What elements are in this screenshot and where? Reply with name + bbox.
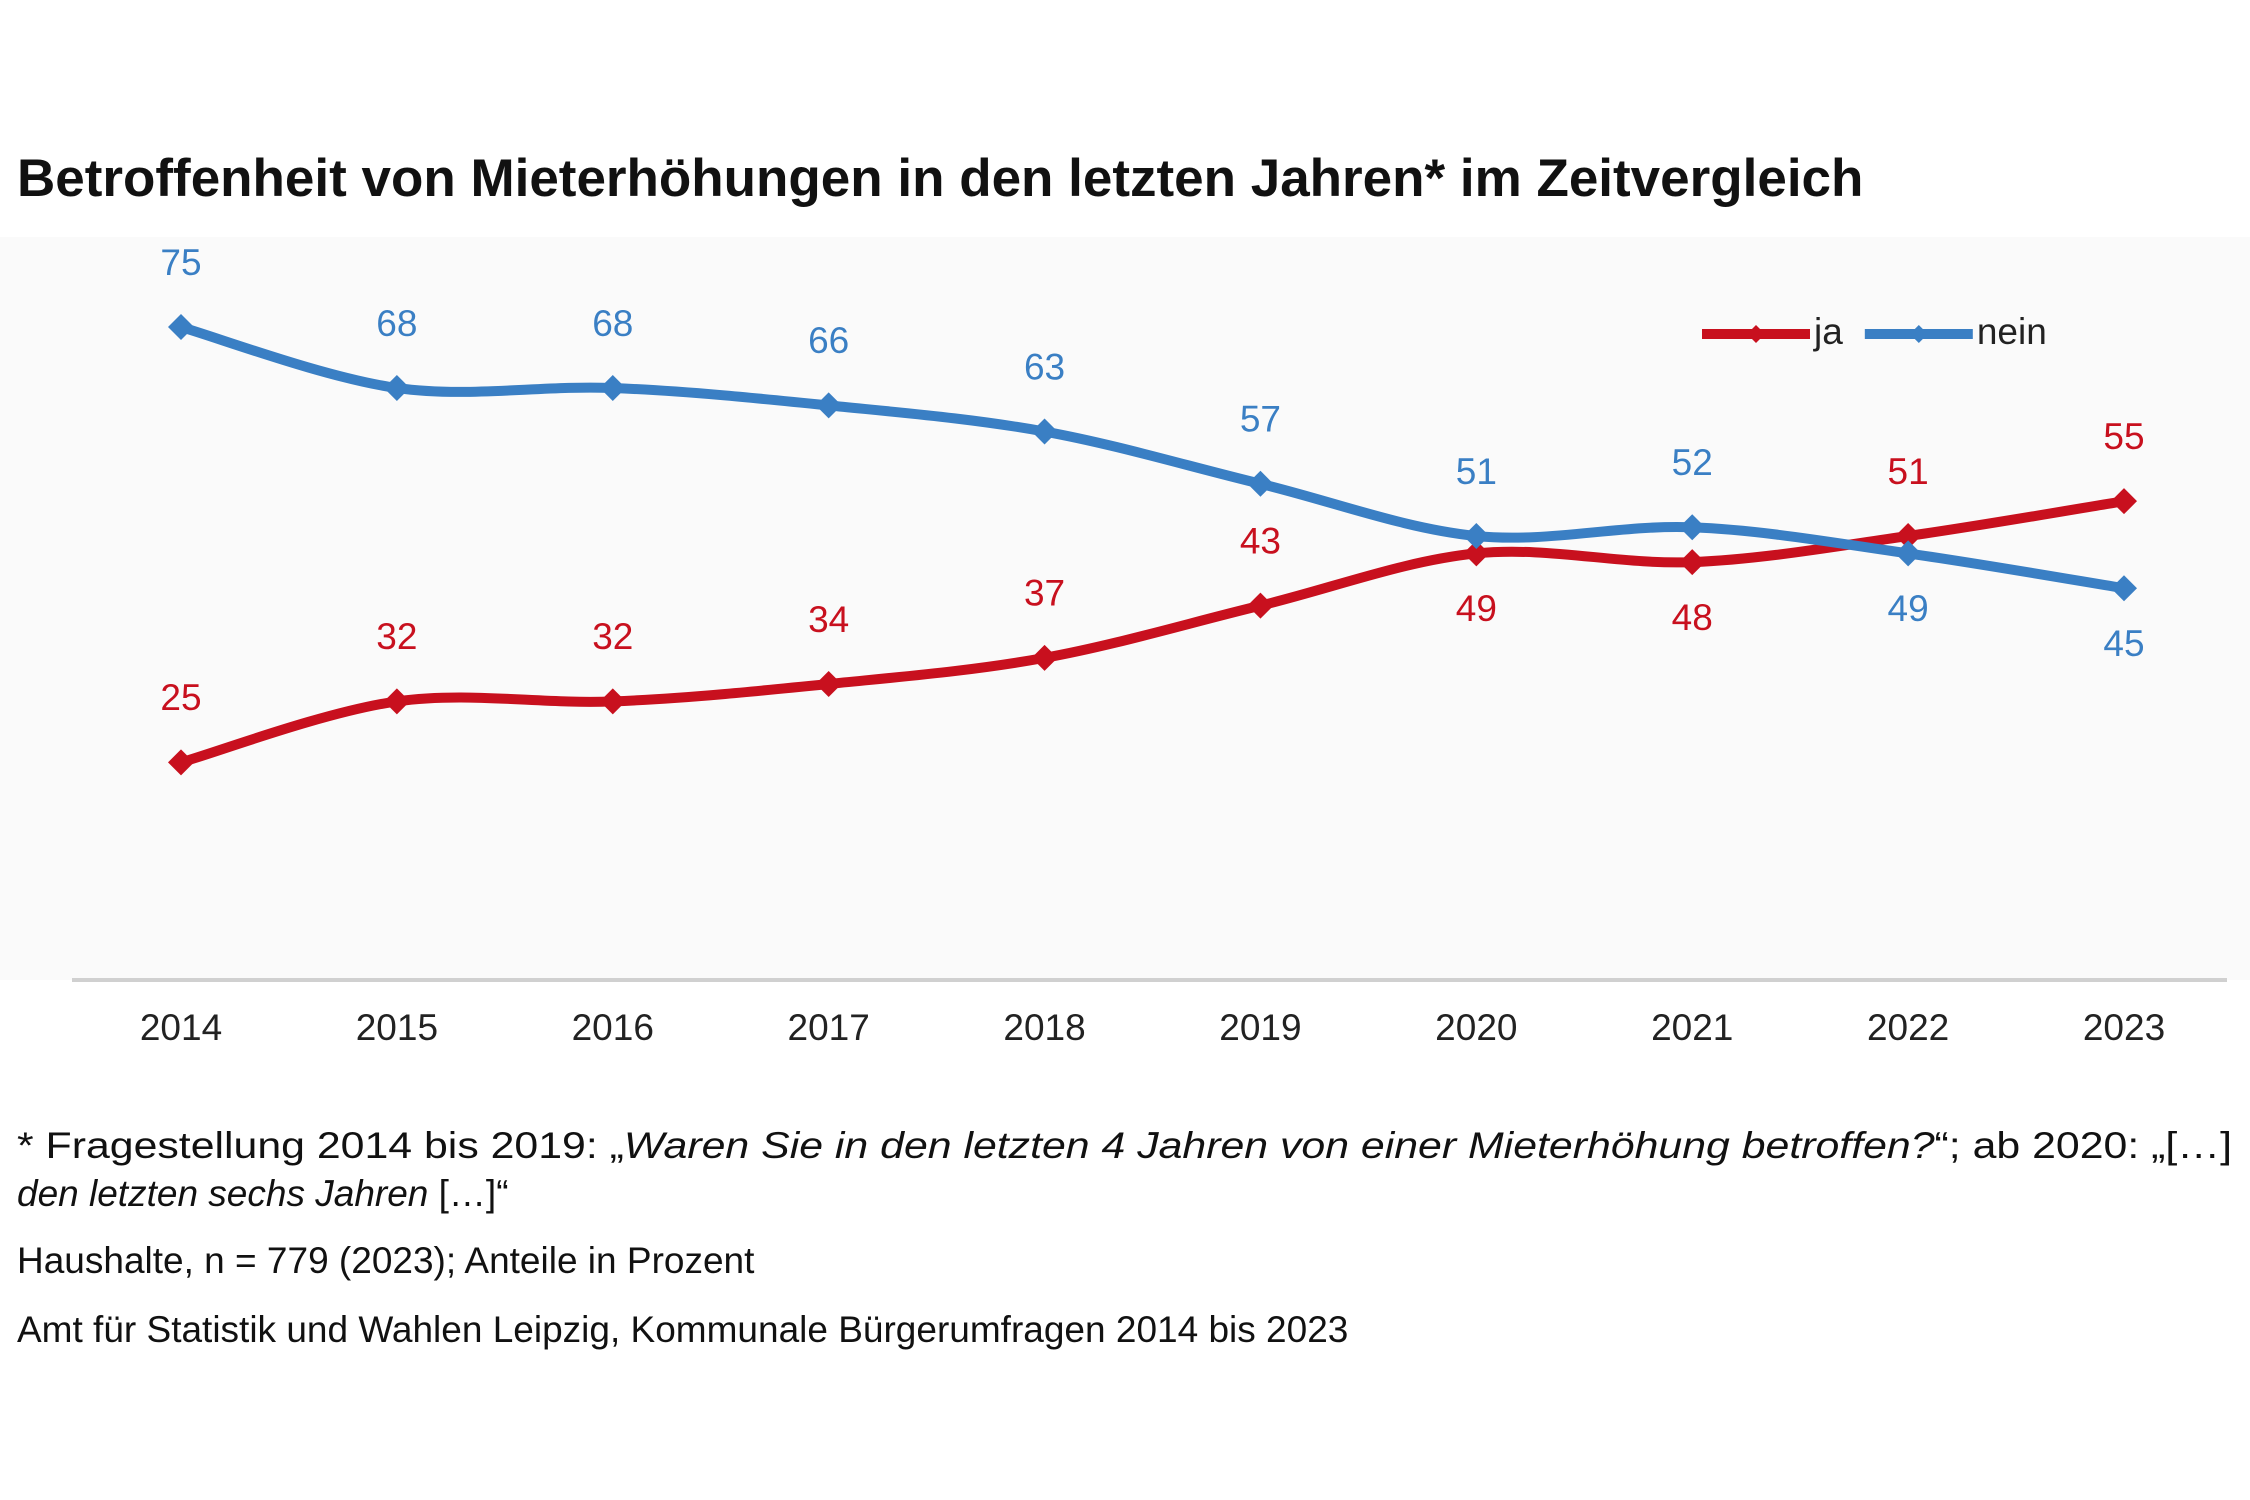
x-tick-label: 2020 [1435, 1007, 1517, 1048]
legend-label: ja [1813, 311, 1843, 352]
data-label: 55 [2103, 416, 2144, 457]
data-label: 49 [1456, 588, 1497, 629]
x-tick-label: 2023 [2083, 1007, 2165, 1048]
footnote-part: Amt für Statistik und Wahlen Leipzig, Ko… [17, 1309, 1348, 1350]
data-point [2111, 575, 2137, 602]
data-point [168, 314, 194, 341]
footnote: * Fragestellung 2014 bis 2019: „ Waren Si… [17, 1125, 2232, 1166]
data-point [1895, 540, 1922, 567]
data-label: 45 [2103, 623, 2144, 664]
x-tick-label: 2016 [572, 1007, 654, 1048]
x-tick-label: 2019 [1219, 1007, 1301, 1048]
x-tick-label: 2015 [356, 1007, 438, 1048]
footnote-part: “; ab 2020: „[…] [1935, 1125, 2232, 1166]
data-label: 51 [1888, 451, 1929, 492]
data-point [1247, 592, 1274, 619]
data-point [1679, 549, 1706, 576]
data-label: 49 [1888, 588, 1929, 629]
data-point [1679, 514, 1706, 541]
data-label: 68 [376, 303, 417, 344]
data-point [1031, 418, 1058, 445]
data-point [1247, 470, 1274, 497]
series-line [179, 496, 2125, 768]
x-tick-label: 2021 [1651, 1007, 1733, 1048]
data-label: 25 [160, 677, 201, 718]
footnote-part: den letzten sechs Jahren [17, 1173, 428, 1214]
data-point [1031, 644, 1058, 671]
data-label: 52 [1672, 442, 1713, 483]
x-tick-label: 2018 [1003, 1007, 1085, 1048]
footnote-part: * Fragestellung 2014 bis 2019: „ [17, 1125, 624, 1166]
data-label: 37 [1024, 573, 1065, 614]
footnote: Haushalte, n = 779 (2023); Anteile in Pr… [17, 1240, 755, 1281]
data-label: 34 [808, 599, 849, 640]
legend-marker [1747, 325, 1765, 343]
data-label: 32 [592, 616, 633, 657]
series-line [179, 322, 2125, 594]
x-tick-label: 2014 [140, 1007, 222, 1048]
x-tick-label: 2017 [788, 1007, 870, 1048]
data-label: 66 [808, 320, 849, 361]
data-label: 48 [1672, 597, 1713, 638]
x-tick-label: 2022 [1867, 1007, 1949, 1048]
footnote: den letzten sechs Jahren […]“ [17, 1173, 509, 1214]
data-point [168, 749, 194, 776]
footnote-part: Waren Sie in den letzten 4 Jahren von ei… [624, 1125, 1935, 1166]
data-point [815, 671, 842, 697]
data-label: 32 [376, 616, 417, 657]
data-label: 51 [1456, 451, 1497, 492]
data-point [2111, 488, 2137, 515]
data-point [1463, 523, 1490, 549]
footnote: Amt für Statistik und Wahlen Leipzig, Ko… [17, 1309, 1348, 1350]
data-point [383, 375, 410, 401]
footnote-part: Haushalte, n = 779 (2023); Anteile in Pr… [17, 1240, 755, 1281]
legend-label: nein [1977, 311, 2047, 352]
data-point [1463, 540, 1490, 567]
data-label: 63 [1024, 346, 1065, 387]
data-label: 75 [160, 242, 201, 283]
footnote-part: […]“ [428, 1173, 508, 1214]
data-label: 57 [1240, 399, 1281, 440]
data-point [383, 688, 410, 715]
data-point [599, 375, 626, 401]
data-label: 43 [1240, 520, 1281, 561]
plot-background [0, 237, 2250, 980]
data-point [815, 392, 842, 419]
chart-title: Betroffenheit von Mieterhöhungen in den … [17, 149, 1863, 208]
legend-marker [1909, 325, 1928, 343]
data-label: 68 [592, 303, 633, 344]
data-point [1895, 523, 1922, 549]
data-point [599, 688, 626, 715]
